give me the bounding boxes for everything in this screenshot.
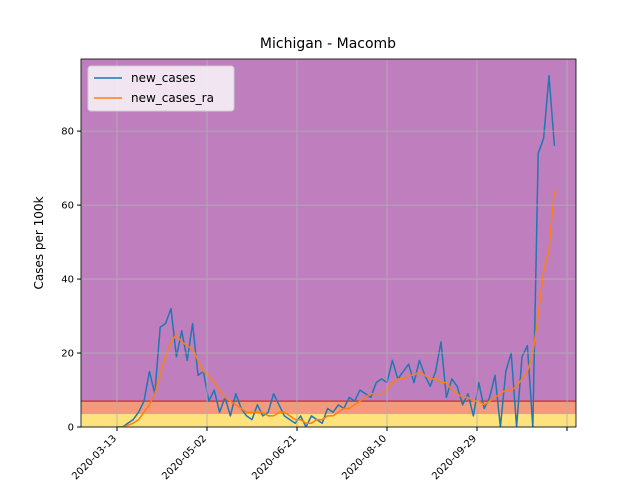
x-tick-label: 2020-06-21 [250, 433, 299, 480]
legend-label: new_cases_ra [131, 91, 214, 105]
plot-area [81, 59, 576, 427]
x-tick-label: 2020-05-02 [160, 433, 209, 480]
series-line [117, 74, 556, 427]
y-tick-label: 80 [61, 127, 74, 138]
legend: new_cases new_cases_ra [87, 65, 235, 112]
y-tick-label: 40 [61, 275, 74, 286]
band [81, 59, 576, 402]
legend-label: new_cases [131, 71, 196, 85]
y-tick-label: 20 [61, 349, 74, 360]
x-tick-label: 2020-09-29 [430, 433, 479, 480]
legend-box [87, 65, 235, 112]
y-tick-label: 60 [61, 201, 74, 212]
series-line [117, 190, 556, 427]
x-tick-label: 2020-03-13 [70, 433, 119, 480]
band [81, 401, 576, 415]
chart-title: Michigan - Macomb [260, 36, 396, 52]
plot-frame [80, 58, 577, 428]
y-axis-label: Cases per 100k [32, 196, 46, 289]
x-tick-label: 2020-08-10 [340, 433, 389, 480]
band [81, 414, 576, 427]
y-tick-label: 0 [68, 423, 74, 434]
